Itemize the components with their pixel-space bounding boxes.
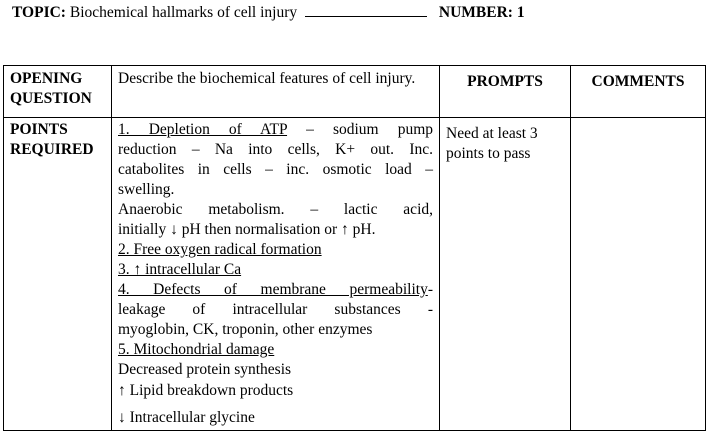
prompts-text: Need at least 3 points to pass <box>446 125 538 162</box>
opening-label-cell: OPENING QUESTION <box>3 65 112 118</box>
comments-cell <box>570 117 706 431</box>
topic-line: TOPIC: Biochemical hallmarks of cell inj… <box>12 4 525 22</box>
points-content-cell: 1. Depletion of ATP – sodium pump reduct… <box>111 117 440 431</box>
opening-row: OPENING QUESTION Describe the biochemica… <box>3 65 706 118</box>
number-value: 1 <box>516 4 525 21</box>
prompts-header: PROMPTS <box>439 65 571 118</box>
points-label-cell: POINTS REQUIRED <box>3 117 112 431</box>
point-1-line-3: catabolites in cells – inc. osmotic load… <box>118 161 433 178</box>
topic-text: Biochemical hallmarks of cell injury <box>69 4 298 21</box>
points-label-2: REQUIRED <box>10 141 94 158</box>
topic-label: TOPIC: <box>12 4 66 21</box>
point-4-line-1: 4. Defects of membrane permeability- <box>118 280 433 300</box>
opening-question-text: Describe the biochemical features of cel… <box>118 70 416 87</box>
point-3: 3. ↑ intracellular Ca <box>118 261 242 278</box>
extra-point-1: Decreased protein synthesis <box>118 361 292 378</box>
opening-label-2: QUESTION <box>10 90 92 107</box>
comments-header: COMMENTS <box>570 65 706 118</box>
opening-label-1: OPENING <box>10 70 83 87</box>
point-1-line-2: reduction – Na into cells, K+ out. Inc. <box>118 141 433 158</box>
point-2: 2. Free oxygen radical formation <box>118 241 322 258</box>
number-label: NUMBER: <box>438 4 513 21</box>
opening-question-cell: Describe the biochemical features of cel… <box>111 65 440 118</box>
points-label-1: POINTS <box>10 121 68 138</box>
points-row: POINTS REQUIRED 1. Depletion of ATP – so… <box>3 117 706 431</box>
question-table: OPENING QUESTION Describe the biochemica… <box>3 65 706 431</box>
point-1-rest: – sodium pump <box>306 121 434 138</box>
point-4-rest: - <box>427 281 433 298</box>
point-4-line-2: leakage of intracellular substances - <box>118 301 433 318</box>
point-1-line-6: initially ↓ pH then normalisation or ↑ p… <box>118 221 376 238</box>
point-5: 5. Mitochondrial damage <box>118 341 275 358</box>
point-1-title: 1. Depletion of ATP <box>118 121 288 138</box>
point-1-line-5: Anaerobic metabolism. – lactic acid, <box>118 201 433 218</box>
prompts-cell: Need at least 3 points to pass <box>439 117 571 431</box>
point-1-line-4: swelling. <box>118 181 175 198</box>
extra-point-3: ↓ Intracellular glycine <box>118 409 255 426</box>
extra-point-2: ↑ Lipid breakdown products <box>118 382 294 399</box>
point-4-title: 4. Defects of membrane permeability <box>118 281 428 298</box>
topic-blank-line <box>305 4 427 17</box>
point-1-line-1: 1. Depletion of ATP – sodium pump <box>118 120 433 140</box>
point-4-line-3: myoglobin, CK, troponin, other enzymes <box>118 321 373 338</box>
